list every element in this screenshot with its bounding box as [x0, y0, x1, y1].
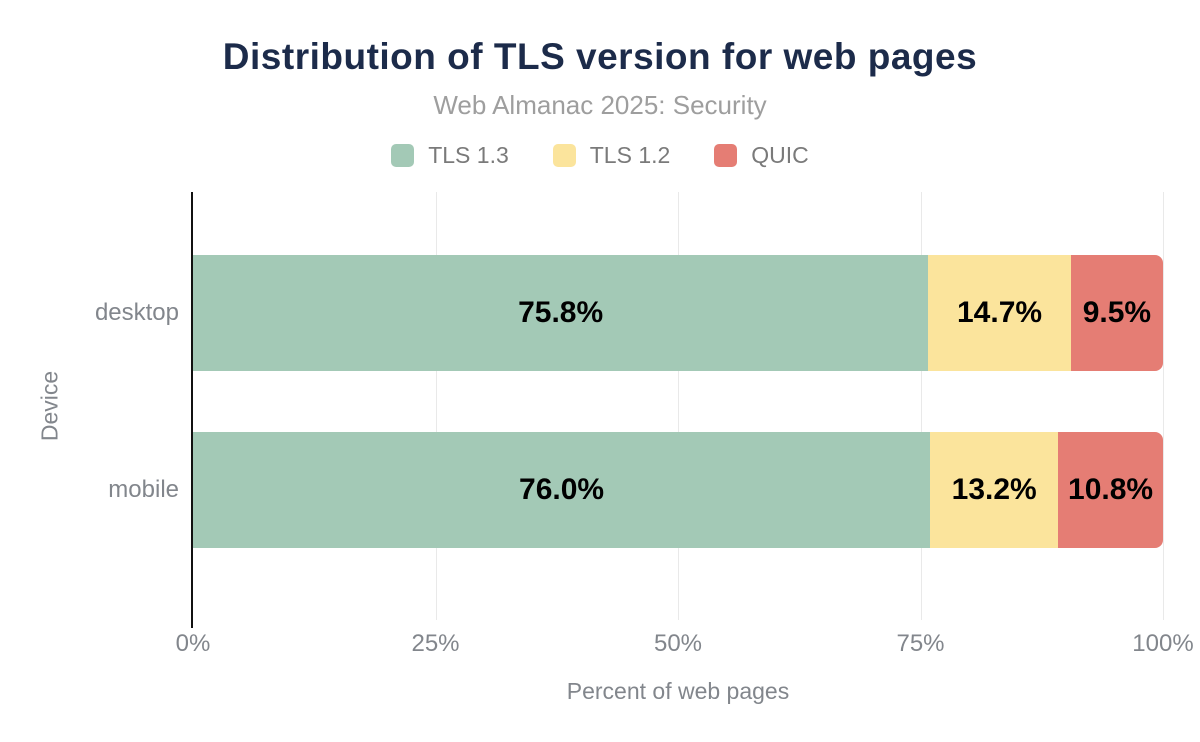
legend-swatch-icon [552, 144, 576, 167]
bar-segment: 14.7% [928, 255, 1071, 371]
x-tick-label: 100% [1132, 630, 1194, 657]
x-tick-label: 25% [411, 630, 460, 657]
value-label: 9.5% [1082, 296, 1152, 329]
legend-label: TLS 1.2 [589, 142, 671, 168]
bar-segment: 9.5% [1070, 255, 1163, 371]
bar-segment: 13.2% [930, 432, 1059, 548]
legend-item: TLS 1.3 [391, 142, 509, 169]
bar-row: mobile 76.0% 13.2% 10.8% [108, 432, 1163, 548]
category-label: mobile [108, 476, 179, 503]
gridline [678, 192, 679, 620]
x-tick-label: 50% [653, 630, 703, 657]
plot-area: 0% 25% 50% 75% 100% Percent of web pages des… [95, 192, 1194, 704]
value-label: 76.0% [519, 473, 605, 506]
x-axis-ticks: 0% 25% 50% 75% 100% [176, 630, 1194, 658]
legend-swatch-icon [714, 144, 738, 167]
bar-segment: 76.0% [193, 432, 931, 548]
chart-subtitle: Web Almanac 2025: Security [433, 90, 767, 120]
gridline [920, 192, 922, 620]
bar-segment: 75.8% [193, 255, 929, 371]
category-label: desktop [94, 299, 179, 326]
legend-item: TLS 1.2 [552, 142, 671, 169]
legend-label: QUIC [751, 142, 809, 168]
value-label: 13.2% [951, 473, 1037, 506]
bar-row: desktop 75.8% 14.7% 9.5% [95, 255, 1163, 371]
x-tick-label: 75% [896, 630, 945, 657]
legend-item: QUIC [714, 142, 809, 169]
chart-title: Distribution of TLS version for web page… [222, 36, 978, 77]
gridline [435, 192, 437, 620]
x-tick-label: 0% [175, 630, 211, 657]
value-label: 75.8% [518, 296, 604, 329]
legend-swatch-icon [391, 144, 415, 167]
legend-label: TLS 1.3 [428, 142, 509, 168]
y-axis-title: Device [36, 370, 63, 442]
legend: TLS 1.3 TLS 1.2 QUIC [0, 142, 1200, 169]
x-axis-title: Percent of web pages [566, 678, 790, 704]
value-label: 10.8% [1068, 473, 1154, 506]
bar-segment: 10.8% [1058, 432, 1163, 548]
value-label: 14.7% [957, 296, 1043, 329]
gridline [1163, 192, 1164, 620]
y-axis-line [191, 192, 193, 628]
